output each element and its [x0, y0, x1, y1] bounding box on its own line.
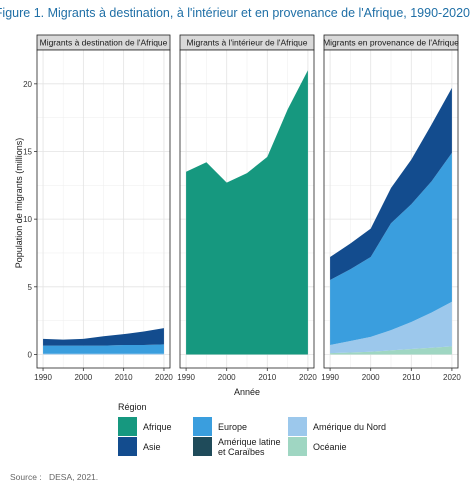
- panel-3: Migrants en provenance de l'Afrique 1990 2…: [321, 34, 461, 382]
- area-europe: [43, 344, 164, 354]
- x-tick-label: 2020: [155, 373, 173, 382]
- legend-title: Région: [118, 402, 147, 412]
- x-axis-label: Année: [234, 387, 260, 397]
- area-amerique-du-nord: [43, 353, 164, 355]
- panel-title: Migrants en provenance de l'Afrique: [323, 38, 459, 48]
- x-tick-label: 2010: [115, 373, 133, 382]
- x-tick-label: 2020: [299, 373, 317, 382]
- y-axis-label: Population de migrants (millions): [14, 138, 24, 269]
- legend-swatch: [288, 437, 307, 456]
- panel-1: Migrants à destination de l'Afrique 1990 2…: [23, 34, 173, 382]
- legend-item-afrique: Afrique: [118, 417, 172, 436]
- panel-title: Migrants à destination de l'Afrique: [40, 38, 168, 48]
- x-tick-label: 1990: [321, 373, 339, 382]
- legend-item-asie: Asie: [118, 437, 161, 456]
- legend-label: Asie: [143, 442, 161, 452]
- x-tick-label: 1990: [34, 373, 52, 382]
- legend-label: et Caraïbes: [218, 447, 265, 457]
- panel-border: [36, 49, 171, 369]
- legend-label: Amérique du Nord: [313, 422, 386, 432]
- legend-label: Europe: [218, 422, 247, 432]
- legend-swatch: [193, 437, 212, 456]
- chart-panels: Migrants à destination de l'Afrique 1990 2…: [23, 34, 461, 382]
- area-asie: [330, 87, 452, 281]
- legend-label: Afrique: [143, 422, 172, 432]
- area-europe: [330, 152, 452, 345]
- source-text: DESA, 2021.: [49, 472, 98, 482]
- x-tick-label: 2010: [258, 373, 276, 382]
- source-label: Source :: [10, 472, 42, 482]
- figure-title: Figure 1. Migrants à destination, à l'in…: [0, 6, 470, 20]
- area-amerique-du-nord: [330, 301, 452, 354]
- legend-item-amerique-du-nord: Amérique du Nord: [288, 417, 386, 436]
- panel-border: [179, 49, 315, 369]
- legend-label: Océanie: [313, 442, 347, 452]
- y-tick-label: 0: [28, 350, 33, 359]
- legend-swatch: [288, 417, 307, 436]
- panel-2: Migrants à l'intérieur de l'Afrique 1990 2…: [177, 34, 317, 382]
- legend-swatch: [193, 417, 212, 436]
- legend-swatch: [118, 437, 137, 456]
- x-tick-label: 2020: [443, 373, 461, 382]
- y-tick-label: 5: [28, 283, 33, 292]
- panel-border: [323, 49, 459, 369]
- y-tick-label: 20: [23, 80, 32, 89]
- x-tick-label: 2000: [74, 373, 92, 382]
- legend-swatch: [118, 417, 137, 436]
- x-tick-label: 2000: [218, 373, 236, 382]
- y-tick-label: 15: [23, 147, 32, 156]
- legend-item-oceanie: Océanie: [288, 437, 347, 456]
- area-asie: [43, 328, 164, 346]
- legend-label: Amérique latine: [218, 437, 281, 447]
- legend: Région Afrique Asie Europe Amérique latinee…: [118, 402, 386, 457]
- legend-item-europe: Europe: [193, 417, 247, 436]
- x-tick-label: 2000: [362, 373, 380, 382]
- panel-title: Migrants à l'intérieur de l'Afrique: [187, 38, 308, 48]
- y-tick-label: 10: [23, 215, 32, 224]
- x-tick-label: 2010: [402, 373, 420, 382]
- x-tick-label: 1990: [177, 373, 195, 382]
- area-afrique: [186, 70, 308, 355]
